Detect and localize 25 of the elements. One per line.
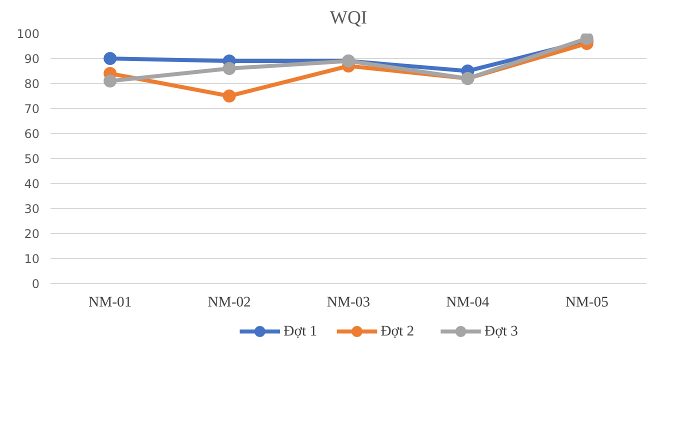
- x-tick-label: NM-02: [208, 294, 251, 310]
- point: [222, 62, 236, 75]
- y-tick-label: 10: [24, 252, 40, 266]
- y-tick-label: 60: [24, 127, 40, 141]
- y-tick-label: 0: [32, 277, 40, 291]
- y-tick-label: 20: [24, 227, 40, 241]
- point: [580, 34, 594, 45]
- y-tick-label: 80: [24, 77, 40, 91]
- legend-label: Đợt 1: [284, 324, 318, 340]
- y-tick-label: 100: [16, 27, 40, 41]
- chart-title: WQI: [330, 8, 368, 28]
- legend-label: Đợt 2: [380, 324, 414, 340]
- y-tick-label: 30: [24, 202, 40, 216]
- y-tick-label: 50: [24, 152, 40, 166]
- x-tick-label: NM-04: [446, 294, 490, 310]
- point: [104, 74, 117, 88]
- point: [222, 90, 236, 102]
- x-tick-label: NM-05: [565, 294, 608, 310]
- y-tick-label: 90: [24, 52, 40, 66]
- legend-label: Đợt 3: [484, 324, 518, 340]
- x-tick-label: NM-01: [88, 294, 132, 310]
- y-tick-label: 70: [24, 102, 40, 116]
- y-tick-label: 40: [24, 177, 40, 191]
- point: [104, 52, 117, 65]
- x-tick-label: NM-03: [326, 294, 370, 310]
